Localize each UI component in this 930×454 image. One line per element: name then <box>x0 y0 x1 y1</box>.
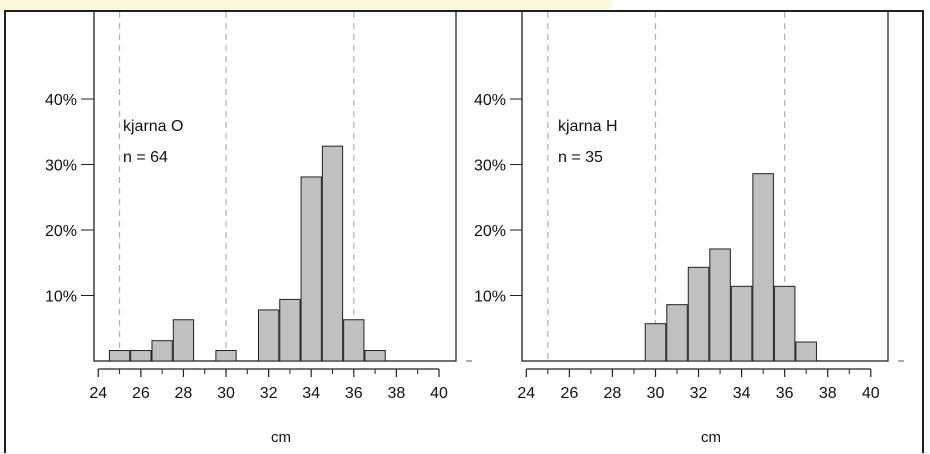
panel-1-n-label: n = 64 <box>123 149 168 166</box>
panel-2-y-tick-label: 20% <box>474 223 506 240</box>
panel-2-x-tick-label: 40 <box>862 385 880 402</box>
panel-2-bar <box>644 323 667 362</box>
panel-1-y-tick-label: 20% <box>45 223 77 240</box>
panel-1-y-tick-label: 10% <box>45 289 77 306</box>
panel-1-x-tick-label: 28 <box>175 385 193 402</box>
panel-1-x-tick-label: 26 <box>132 385 150 402</box>
panel-1-x-tick-label: 30 <box>217 385 235 402</box>
panel-1-x-tick-label: 24 <box>89 385 107 402</box>
panel-1-bar <box>108 350 131 362</box>
panel-2-x-tick-label: 28 <box>604 385 622 402</box>
panel-1-bar <box>130 350 152 362</box>
panel-2-bar <box>795 341 817 362</box>
panel-1-bar <box>257 309 280 362</box>
panel-2-x-tick-label: 32 <box>690 385 708 402</box>
panel-2-bar <box>666 304 688 362</box>
panel-1-x-tick-label: 40 <box>430 385 448 402</box>
panel-2-x-tick-label: 36 <box>776 385 794 402</box>
panel-2-x-tick-label: 30 <box>647 385 665 402</box>
panel-1-bar <box>300 176 322 362</box>
panel-1-x-axis-title: cm <box>271 429 291 446</box>
panel-1-bar <box>343 319 365 362</box>
panel-1-bar <box>321 145 344 362</box>
panel-1-y-tick-label: 30% <box>45 158 77 175</box>
panel-1-bar <box>279 298 301 362</box>
panel-2-bar <box>687 266 710 362</box>
panel-1-plot-border <box>93 10 457 362</box>
panel-1-bar <box>364 350 386 362</box>
panel-2-bar <box>773 285 796 362</box>
panel-2-x-tick-label: 34 <box>733 385 751 402</box>
panel-2-y-tick-label: 40% <box>474 92 506 109</box>
panel-1-bar <box>172 319 195 362</box>
panel-2-label: kjarna H <box>558 118 618 135</box>
panel-1-x-tick-label: 38 <box>387 385 405 402</box>
panel-2-bar <box>709 248 731 362</box>
panel-2-x-tick-label: 24 <box>517 385 535 402</box>
panel-2-bar <box>730 285 753 362</box>
panel-2-bar <box>752 173 774 362</box>
panel-1-x-tick-label: 34 <box>302 385 320 402</box>
panel-2-x-axis-title: cm <box>701 429 721 446</box>
panel-1-x-tick-label: 32 <box>260 385 278 402</box>
panel-2-x-tick-label: 38 <box>819 385 837 402</box>
panel-2-y-tick-label: 30% <box>474 158 506 175</box>
panel-2-x-tick-label: 26 <box>560 385 578 402</box>
panel-1-x-tick-label: 36 <box>345 385 363 402</box>
panel-1-y-tick-label: 40% <box>45 92 77 109</box>
panel-1-label: kjarna O <box>123 118 183 135</box>
panel-1-bar <box>151 340 173 362</box>
panel-2-n-label: n = 35 <box>558 149 603 166</box>
panel-1-bar <box>215 350 237 362</box>
panel-2-y-tick-label: 10% <box>474 289 506 306</box>
